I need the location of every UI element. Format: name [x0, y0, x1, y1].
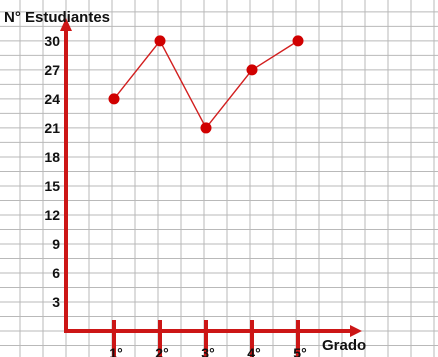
x-ticks — [112, 320, 300, 357]
x-tick-labels: 1° 2° 3° 4° 5° — [109, 345, 306, 357]
y-tick-label: 3 — [52, 294, 60, 310]
series — [108, 35, 304, 134]
axes — [60, 18, 362, 337]
y-tick-label: 6 — [52, 265, 60, 281]
y-axis-arrow-icon — [60, 18, 72, 31]
data-point — [200, 122, 212, 134]
y-tick-label: 27 — [44, 62, 60, 78]
x-tick-label: 2° — [155, 345, 168, 357]
y-tick-label: 15 — [44, 178, 60, 194]
x-tick-label: 4° — [247, 345, 260, 357]
data-point — [108, 93, 120, 105]
x-axis-title: Grado — [322, 337, 366, 354]
data-point — [292, 35, 304, 47]
data-point — [154, 35, 166, 47]
y-tick-label: 30 — [44, 33, 60, 49]
y-axis-title: N° Estudiantes — [4, 9, 110, 26]
x-tick-label: 1° — [109, 345, 122, 357]
y-tick-label: 12 — [44, 207, 60, 223]
x-axis-arrow-icon — [350, 325, 362, 337]
data-point — [246, 64, 258, 76]
y-tick-label: 24 — [44, 91, 60, 107]
x-tick-label: 3° — [201, 345, 214, 357]
y-tick-label: 21 — [44, 120, 60, 136]
y-tick-labels: 3 6 9 12 15 18 21 24 27 30 — [44, 33, 60, 310]
y-tick-label: 9 — [52, 236, 60, 252]
x-tick-label: 5° — [293, 345, 306, 357]
y-tick-label: 18 — [44, 149, 60, 165]
